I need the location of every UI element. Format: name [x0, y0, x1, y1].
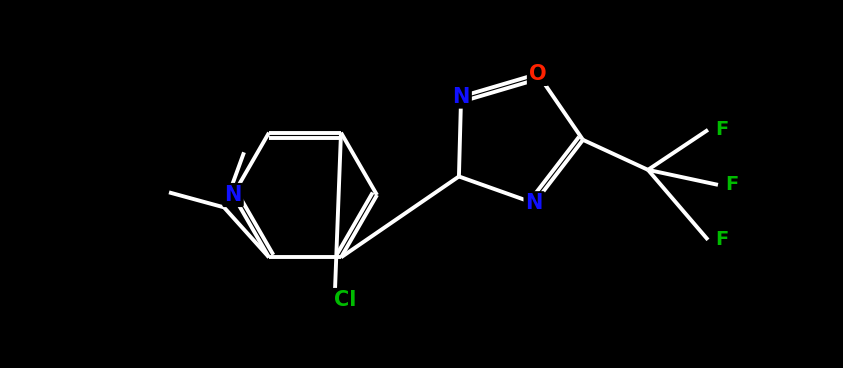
Text: N: N	[525, 193, 543, 213]
Text: F: F	[716, 230, 728, 250]
Text: F: F	[716, 120, 728, 139]
Text: O: O	[529, 64, 546, 84]
Text: F: F	[725, 175, 738, 194]
Text: Cl: Cl	[334, 290, 357, 310]
Text: N: N	[224, 185, 242, 205]
Text: N: N	[453, 86, 470, 107]
